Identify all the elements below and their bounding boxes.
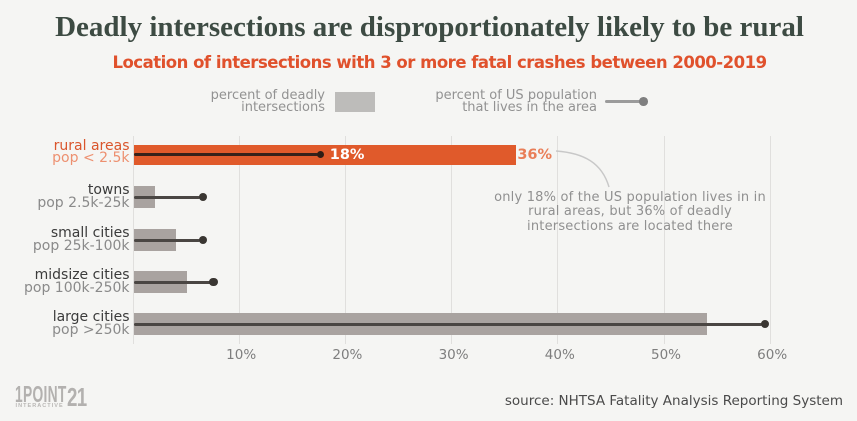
category-population: pop < 2.5k bbox=[52, 150, 130, 167]
legend-bar-swatch bbox=[334, 91, 375, 112]
logo-subtext: INTERACTIVE bbox=[15, 403, 64, 410]
population-dot-rural-areas bbox=[316, 150, 324, 159]
category-name: large cities bbox=[52, 309, 130, 326]
category-name: midsize cities bbox=[34, 267, 130, 284]
population-dot-small-cities bbox=[198, 235, 208, 245]
gridline-60 bbox=[769, 136, 771, 344]
logo-word: 1POINT bbox=[15, 381, 67, 407]
category-label-small-cities: small cities pop 25k-100k bbox=[0, 225, 130, 254]
category-label-rural-areas: rural areas pop < 2.5k bbox=[0, 137, 130, 167]
category-name: towns bbox=[87, 182, 130, 199]
category-label-towns: towns pop 2.5k-25k bbox=[0, 182, 130, 211]
x-tick-50%: 50% bbox=[650, 346, 681, 363]
legend-label-deadly-intersections: percent of deadly intersections bbox=[210, 88, 325, 115]
population-dot-large-cities bbox=[760, 319, 770, 329]
category-label-midsize-cities: midsize cities pop 100k-250k bbox=[0, 267, 130, 296]
gridline-40 bbox=[557, 136, 559, 344]
category-population: pop 100k-250k bbox=[24, 279, 130, 296]
legend-dot-marker bbox=[639, 97, 648, 106]
x-tick-60%: 60% bbox=[757, 346, 788, 363]
population-dot-midsize-cities bbox=[209, 277, 218, 287]
category-population: pop 2.5k-25k bbox=[37, 194, 130, 211]
gridline-50 bbox=[663, 136, 665, 344]
category-name: small cities bbox=[50, 225, 130, 242]
source-credit: source: NHTSA Fatality Analysis Reportin… bbox=[504, 393, 843, 409]
logo-number: 21 bbox=[66, 382, 87, 413]
x-tick-20%: 20% bbox=[332, 346, 363, 363]
dot-value-label: 18% bbox=[329, 146, 365, 163]
legend-dot-line bbox=[605, 100, 641, 103]
x-tick-40%: 40% bbox=[544, 346, 575, 363]
population-line-small-cities bbox=[133, 238, 201, 242]
population-line-large-cities bbox=[133, 322, 763, 326]
page-title: Deadly intersections are disproportionat… bbox=[55, 10, 804, 43]
gridline-30 bbox=[451, 136, 453, 344]
gridline-0 bbox=[132, 136, 134, 344]
page-subtitle: Location of intersections with 3 or more… bbox=[112, 52, 767, 72]
category-population: pop >250k bbox=[52, 321, 130, 338]
annotation-text: only 18% of the US population lives in i… bbox=[494, 189, 766, 234]
onepoint21-logo: 1POINT INTERACTIVE 21 bbox=[15, 383, 105, 418]
category-label-large-cities: large cities pop >250k bbox=[0, 309, 130, 338]
population-line-towns bbox=[133, 195, 201, 199]
bar-value-label: 36% bbox=[517, 146, 553, 163]
population-dot-towns bbox=[198, 192, 208, 202]
category-population: pop 25k-100k bbox=[32, 237, 130, 254]
x-tick-10%: 10% bbox=[226, 346, 257, 363]
legend-label-us-population: percent of US population that lives in t… bbox=[435, 88, 597, 115]
x-tick-30%: 30% bbox=[438, 346, 469, 363]
gridline-10 bbox=[238, 136, 240, 344]
category-name: rural areas bbox=[53, 137, 130, 154]
gridline-20 bbox=[344, 136, 346, 344]
population-line-midsize-cities bbox=[133, 280, 211, 284]
bar-rural-areas bbox=[133, 144, 516, 165]
population-line-rural-areas bbox=[133, 153, 319, 156]
